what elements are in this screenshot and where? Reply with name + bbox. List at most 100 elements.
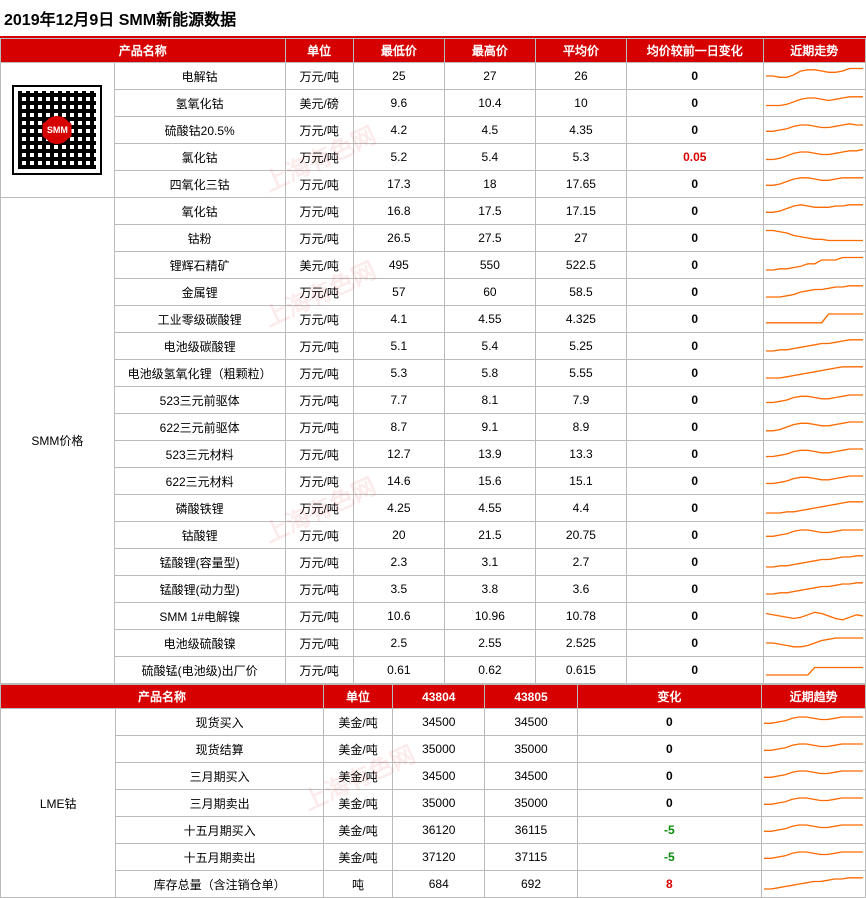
cell-high: 0.62 [444,657,535,684]
cell-v1: 35000 [393,790,485,817]
cell-high: 60 [444,279,535,306]
cell-low: 17.3 [353,171,444,198]
cell-avg: 10.78 [535,603,626,630]
cell-avg: 8.9 [535,414,626,441]
table-row: 钴粉万元/吨26.527.5270 [1,225,866,252]
cell-chg: 0 [626,279,763,306]
table-row: SMM 1#电解镍万元/吨10.610.9610.780 [1,603,866,630]
cell-avg: 0.615 [535,657,626,684]
cell-high: 21.5 [444,522,535,549]
cell-trend [763,171,865,198]
cell-low: 25 [353,63,444,90]
table-row: SMM价格氧化钴万元/吨16.817.517.150 [1,198,866,225]
cell-trend [763,252,865,279]
cell-name: 现货结算 [116,736,324,763]
smm-price-table: 产品名称 单位 最低价 最高价 平均价 均价较前一日变化 近期走势 电解钴万元/… [0,38,866,684]
cell-unit: 万元/吨 [285,225,353,252]
table-row: 十五月期买入美金/吨3612036115-5 [1,817,866,844]
cell-high: 5.4 [444,144,535,171]
cell-high: 2.55 [444,630,535,657]
cell-name: 磷酸铁锂 [114,495,285,522]
cell-chg: 0 [626,117,763,144]
cell-chg: 0 [626,657,763,684]
cell-unit: 万元/吨 [285,333,353,360]
cell-high: 8.1 [444,387,535,414]
table-row: 磷酸铁锂万元/吨上海有色网4.254.554.40 [1,495,866,522]
cell-trend [763,306,865,333]
cell-avg: 5.3 [535,144,626,171]
cell-trend [763,387,865,414]
cell-name: 电池级氢氧化锂（粗颗粒） [114,360,285,387]
cell-chg: 0 [626,306,763,333]
cell-unit: 万元/吨 [285,603,353,630]
cell-trend [762,871,866,898]
cell-v2: 35000 [485,736,577,763]
cell-avg: 522.5 [535,252,626,279]
table-row: 现货结算美金/吨35000350000 [1,736,866,763]
cell-v1: 35000 [393,736,485,763]
cell-high: 4.5 [444,117,535,144]
cell-chg: 0 [626,198,763,225]
table-row: 电解钴万元/吨2527260 [1,63,866,90]
cell-chg: 0 [577,790,762,817]
cell-low: 5.2 [353,144,444,171]
section-label-smm: SMM价格 [1,198,115,684]
cell-name: 三月期买入 [116,763,324,790]
cell-high: 550 [444,252,535,279]
cell-high: 3.8 [444,576,535,603]
cell-name: 十五月期买入 [116,817,324,844]
cell-chg: -5 [577,844,762,871]
col-low: 最低价 [353,39,444,63]
cell-avg: 13.3 [535,441,626,468]
cell-low: 4.2 [353,117,444,144]
cell-name: 氢氧化钴 [114,90,285,117]
cell-high: 3.1 [444,549,535,576]
cell-name: 硫酸钴20.5% [114,117,285,144]
table1-header-row: 产品名称 单位 最低价 最高价 平均价 均价较前一日变化 近期走势 [1,39,866,63]
cell-name: 622三元前驱体 [114,414,285,441]
cell-avg: 5.55 [535,360,626,387]
cell-unit: 万元/吨上海有色网 [285,144,353,171]
table2-header-row: 产品名称 单位 43804 43805 变化 近期趋势 [1,685,866,709]
cell-unit: 万元/吨 [285,468,353,495]
cell-high: 13.9 [444,441,535,468]
cell-unit: 万元/吨 [285,630,353,657]
cell-unit: 万元/吨 [285,171,353,198]
cell-trend [763,360,865,387]
cell-trend [763,144,865,171]
cell-trend [762,790,866,817]
cell-high: 5.8 [444,360,535,387]
cell-trend [762,709,866,736]
cell-high: 5.4 [444,333,535,360]
cell-v1: 684 [393,871,485,898]
cell-unit: 美金/吨 [323,709,392,736]
cell-name: 工业零级碳酸锂 [114,306,285,333]
table-row: 硫酸锰(电池级)出厂价万元/吨0.610.620.6150 [1,657,866,684]
cell-chg: 0 [626,549,763,576]
cell-avg: 4.35 [535,117,626,144]
cell-unit: 美金/吨上海有色网 [323,763,392,790]
cell-unit: 万元/吨 [285,117,353,144]
cell-low: 8.7 [353,414,444,441]
cell-unit: 万元/吨 [285,414,353,441]
cell-name: 库存总量（含注销仓单） [116,871,324,898]
cell-name: 622三元材料 [114,468,285,495]
cell-name: 三月期卖出 [116,790,324,817]
table-row: 三月期买入美金/吨上海有色网34500345000 [1,763,866,790]
cell-high: 4.55 [444,495,535,522]
col-chg: 均价较前一日变化 [626,39,763,63]
cell-name: 电池级碳酸锂 [114,333,285,360]
cell-v2: 34500 [485,709,577,736]
cell-low: 2.3 [353,549,444,576]
cell-chg: 0 [626,603,763,630]
cell-name: 钴酸锂 [114,522,285,549]
cell-v1: 34500 [393,763,485,790]
cell-low: 0.61 [353,657,444,684]
cell-v1: 36120 [393,817,485,844]
cell-unit: 万元/吨 [285,306,353,333]
cell-trend [763,657,865,684]
section-label-lme: LME钴 [1,709,116,898]
col-d1: 43804 [393,685,485,709]
cell-trend [763,63,865,90]
cell-name: 电解钴 [114,63,285,90]
